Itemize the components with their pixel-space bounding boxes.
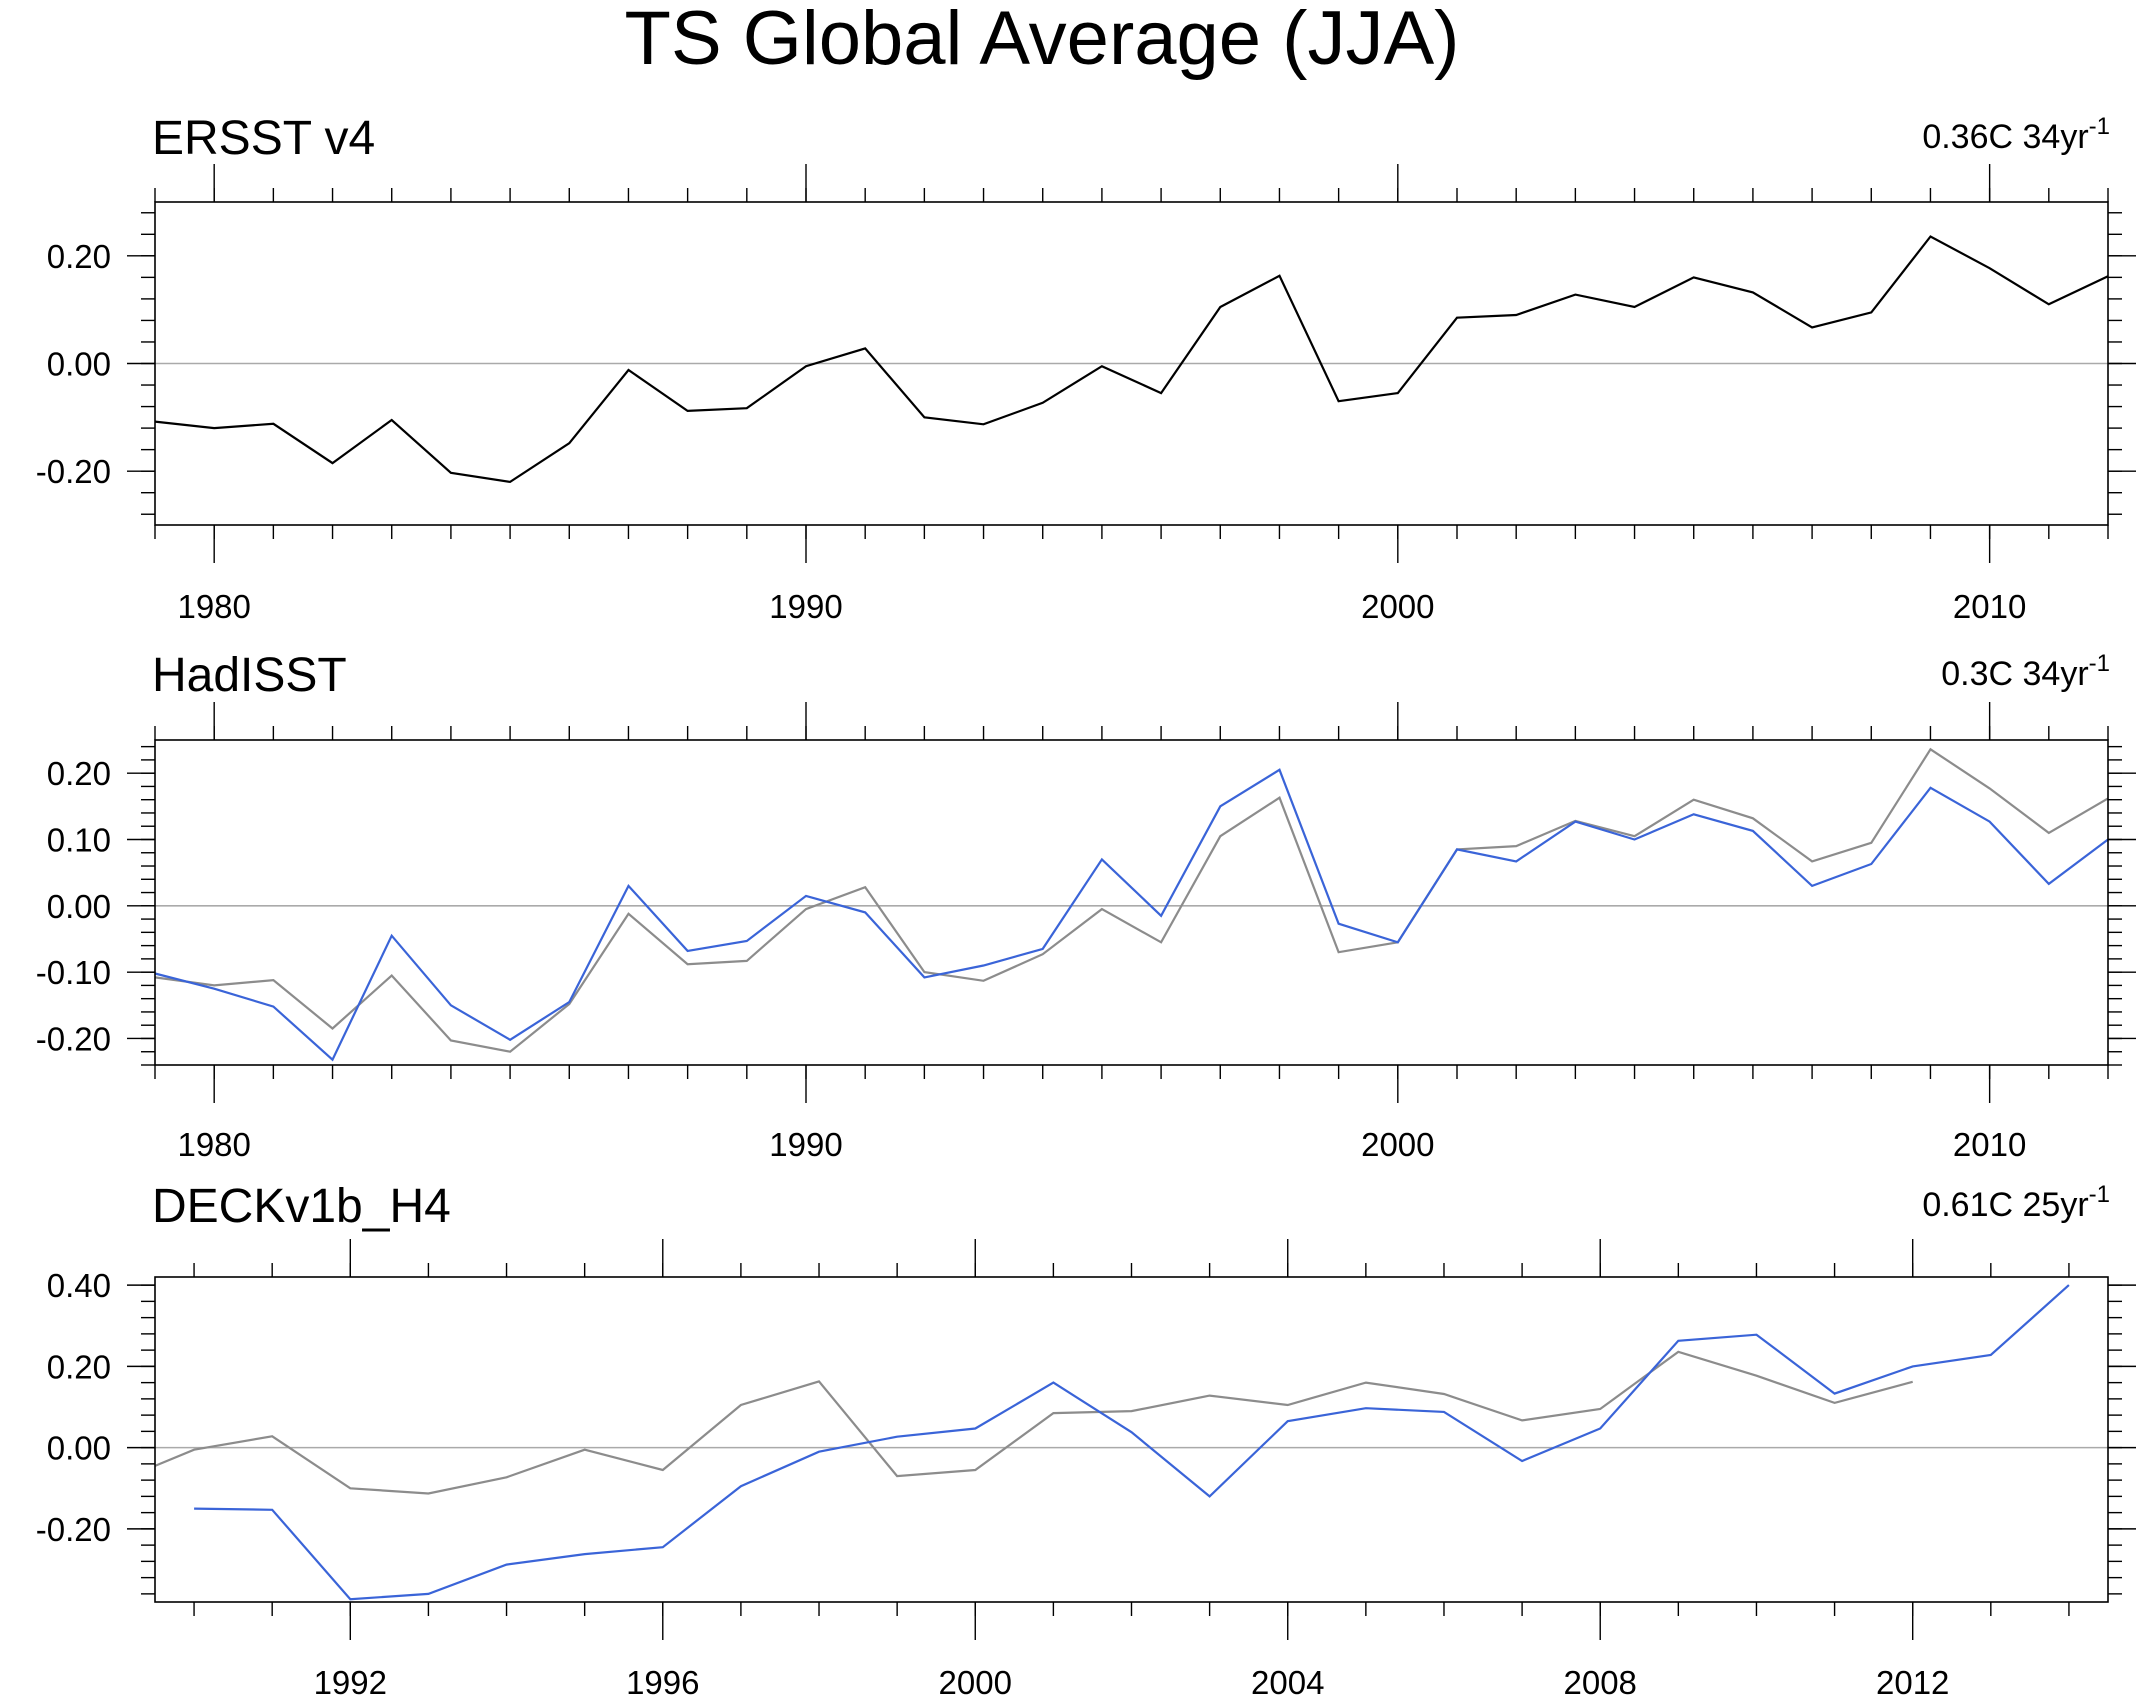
- trend-superscript: -1: [2089, 1181, 2110, 1208]
- trend-text: 0.61C 25yr: [1922, 1186, 2088, 1224]
- trend-text: 0.3C 34yr: [1941, 655, 2088, 693]
- x-tick-label: 1990: [769, 1126, 842, 1163]
- x-tick-label: 1980: [177, 588, 250, 625]
- trend-text: 0.36C 34yr: [1922, 118, 2088, 156]
- x-tick-label: 2010: [1953, 1126, 2026, 1163]
- x-tick-label: 2000: [1361, 1126, 1434, 1163]
- trend-label: 0.3C 34yr-1: [1941, 650, 2110, 693]
- x-tick-label: 2000: [1361, 588, 1434, 625]
- y-tick-label: 0.00: [47, 1430, 111, 1467]
- y-tick-label: -0.20: [36, 1511, 111, 1548]
- figure-title: TS Global Average (JJA): [625, 0, 1460, 81]
- x-tick-label: 2012: [1876, 1664, 1949, 1701]
- y-tick-label: 0.20: [47, 755, 111, 792]
- x-tick-label: 2000: [939, 1664, 1012, 1701]
- panel-deckv1b-h4: DECKv1b_H4 0.61C 25yr-1 1992 1996 2000 2004…: [36, 1180, 2136, 1701]
- trend-superscript: -1: [2089, 650, 2110, 677]
- x-tick-label: 2008: [1564, 1664, 1637, 1701]
- panel-title: DECKv1b_H4: [152, 1180, 451, 1233]
- x-tick-label: 2010: [1953, 588, 2026, 625]
- panel-title: ERSST v4: [152, 112, 375, 165]
- panel-title: HadISST: [152, 649, 347, 702]
- panel-ersst: ERSST v4 0.36C 34yr-1 1980 1990 2000 2010 -0…: [36, 112, 2136, 625]
- y-tick-label: 0.00: [47, 888, 111, 925]
- plot-frame: [154, 1276, 2109, 1603]
- series-line-deckv1b-h4: [194, 1284, 2070, 1601]
- trend-superscript: -1: [2089, 113, 2110, 140]
- series-line-ersst-v4: [154, 235, 2109, 484]
- plot-frame: [154, 201, 2109, 526]
- series-line-hadisst: [154, 768, 2109, 1062]
- x-tick-label: 1992: [314, 1664, 387, 1701]
- panel-hadisst: HadISST 0.3C 34yr-1 1980 1990 2000 2010 -0.2…: [36, 649, 2136, 1163]
- x-tick-label: 2004: [1251, 1664, 1324, 1701]
- series-line-ersst-v4: [154, 747, 2109, 1053]
- plot-frame: [154, 739, 2109, 1066]
- trend-label: 0.36C 34yr-1: [1922, 113, 2110, 156]
- x-tick-label: 1990: [769, 588, 842, 625]
- x-tick-label: 1996: [626, 1664, 699, 1701]
- y-tick-label: -0.10: [36, 954, 111, 991]
- series-line-ersst-v4: [154, 1350, 1913, 1495]
- y-tick-label: -0.20: [36, 1020, 111, 1057]
- y-tick-label: 0.20: [47, 238, 111, 275]
- y-tick-label: -0.20: [36, 453, 111, 490]
- y-tick-label: 0.10: [47, 821, 111, 858]
- y-tick-label: 0.20: [47, 1348, 111, 1385]
- y-tick-label: 0.40: [47, 1267, 111, 1304]
- y-tick-label: 0.00: [47, 346, 111, 383]
- x-tick-label: 1980: [177, 1126, 250, 1163]
- trend-label: 0.61C 25yr-1: [1922, 1181, 2110, 1224]
